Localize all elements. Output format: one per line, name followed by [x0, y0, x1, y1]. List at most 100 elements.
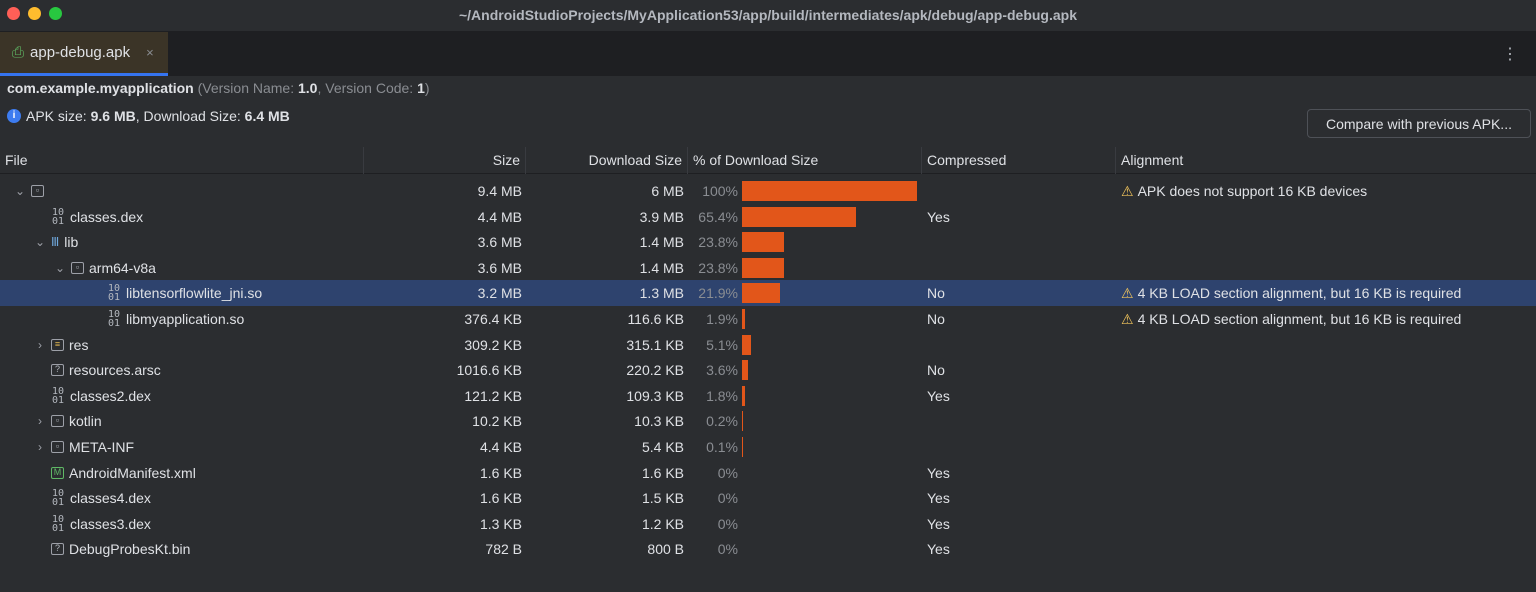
tab-close-icon[interactable]: × — [146, 45, 154, 60]
table-row[interactable]: ⌄ ▫ 9.4 MB 6 MB 100% ⚠ APK does not suppor… — [0, 178, 1536, 204]
size-cell: 3.2 MB — [477, 285, 522, 302]
percent-bar — [742, 257, 784, 278]
apk-size-label: APK size: — [26, 108, 91, 124]
percent-cell: 23.8% — [698, 234, 738, 251]
file-name: arm64-v8a — [89, 259, 156, 276]
file-name: resources.arsc — [69, 362, 161, 379]
percent-bar — [742, 206, 857, 227]
table-row[interactable]: 10 01 classes2.dex 121.2 KB 109.3 KB 1.8% … — [0, 383, 1536, 409]
maximize-window-button[interactable] — [49, 7, 62, 20]
column-size[interactable]: Size — [364, 147, 526, 174]
download-size-cell: 315.1 KB — [626, 336, 684, 353]
compressed-cell: Yes — [927, 490, 950, 507]
percent-bar — [742, 385, 746, 406]
table-row[interactable]: 10 01 classes3.dex 1.3 KB 1.2 KB 0% Yes — [0, 511, 1536, 537]
column-percent[interactable]: % of Download Size — [688, 147, 922, 174]
folder-icon: ▫ — [51, 441, 64, 453]
compressed-cell: Yes — [927, 387, 950, 404]
file-name-cell: ? DebugProbesKt.bin — [34, 536, 190, 562]
table-row[interactable]: M AndroidManifest.xml 1.6 KB 1.6 KB 0% Ye… — [0, 460, 1536, 486]
unknown-file-icon: ? — [51, 543, 64, 556]
tab-app-debug-apk[interactable]: ⎙ app-debug.apk × — [0, 32, 168, 76]
download-size-label: , Download Size: — [135, 108, 245, 124]
compressed-cell: No — [927, 311, 945, 327]
size-cell: 782 B — [485, 541, 522, 558]
file-name: res — [69, 336, 89, 353]
download-size-cell: 1.3 MB — [639, 285, 684, 302]
compressed-cell: No — [927, 285, 945, 302]
percent-cell: 100% — [702, 183, 738, 199]
percent-bar — [742, 232, 784, 253]
percent-cell: 23.8% — [698, 259, 738, 276]
percent-bar — [742, 334, 751, 355]
file-name-cell: 10 01 classes.dex — [34, 204, 143, 230]
file-name: libmyapplication.so — [126, 311, 245, 327]
minimize-window-button[interactable] — [28, 7, 41, 20]
warning-icon: ⚠ — [1121, 311, 1134, 327]
file-name-cell: ⌄ ▫ arm64-v8a — [54, 255, 156, 281]
compressed-cell: Yes — [927, 515, 950, 532]
file-name: classes.dex — [70, 208, 144, 225]
download-size: 6.4 MB — [244, 108, 290, 124]
chevron-down-icon[interactable]: ⌄ — [54, 260, 66, 275]
table-row[interactable]: › ▫ META-INF 4.4 KB 5.4 KB 0.1% — [0, 434, 1536, 460]
more-options-icon[interactable]: ⋮ — [1502, 46, 1518, 63]
size-cell: 1.6 KB — [479, 490, 522, 507]
table-row[interactable]: 10 01 classes4.dex 1.6 KB 1.5 KB 0% Yes — [0, 485, 1536, 511]
compressed-cell: No — [927, 362, 945, 379]
chevron-right-icon[interactable]: › — [38, 337, 42, 352]
folder-icon: ▫ — [71, 261, 84, 274]
tab-bar: ⎙ app-debug.apk × ⋮ — [0, 32, 1536, 76]
column-compressed[interactable]: Compressed — [922, 147, 1116, 174]
manifest-icon: M — [51, 466, 64, 479]
apk-size: 9.6 MB — [90, 108, 136, 124]
download-size-cell: 800 B — [647, 541, 684, 558]
binary-file-icon: 10 01 — [51, 488, 65, 509]
download-size-cell: 1.2 KB — [641, 515, 684, 532]
percent-cell: 3.6% — [706, 362, 738, 379]
table-row[interactable]: 10 01 classes.dex 4.4 MB 3.9 MB 65.4% Yes — [0, 204, 1536, 230]
column-download-size[interactable]: Download Size — [526, 147, 688, 174]
percent-cell: 5.1% — [706, 336, 738, 353]
download-size-cell: 220.2 KB — [626, 362, 684, 379]
table-row[interactable]: 10 01 libmyapplication.so 376.4 KB 116.6 K… — [0, 306, 1536, 332]
compare-apk-button[interactable]: Compare with previous APK... — [1307, 109, 1531, 138]
binary-file-icon: 10 01 — [51, 513, 65, 534]
table-row[interactable]: 10 01 libtensorflowlite_jni.so 3.2 MB 1.3 … — [0, 280, 1536, 307]
file-name-cell: › ▫ kotlin — [34, 408, 102, 434]
percent-bar — [742, 309, 746, 329]
table-row[interactable]: ? DebugProbesKt.bin 782 B 800 B 0% Yes — [0, 536, 1536, 562]
chevron-right-icon[interactable]: › — [38, 414, 42, 429]
table-row[interactable]: › ▫ kotlin 10.2 KB 10.3 KB 0.2% — [0, 408, 1536, 434]
tab-label: app-debug.apk — [30, 44, 131, 61]
size-text: APK size: 9.6 MB, Download Size: 6.4 MB — [26, 108, 290, 124]
download-size-cell: 1.4 MB — [639, 234, 684, 251]
file-name-cell: 10 01 classes2.dex — [34, 383, 151, 409]
chevron-right-icon[interactable]: › — [38, 440, 42, 454]
resource-folder-icon: ≡ — [51, 338, 64, 351]
file-name: classes3.dex — [70, 515, 151, 532]
file-name: classes4.dex — [70, 490, 151, 507]
percent-cell: 0% — [717, 541, 738, 558]
close-window-button[interactable] — [7, 7, 20, 20]
table-row[interactable]: ? resources.arsc 1016.6 KB 220.2 KB 3.6% … — [0, 357, 1536, 383]
column-file[interactable]: File — [0, 147, 364, 174]
chevron-down-icon[interactable]: ⌄ — [34, 235, 46, 250]
compressed-cell: Yes — [927, 208, 950, 225]
window-title: ~/AndroidStudioProjects/MyApplication53/… — [458, 7, 1078, 23]
version-code-label: , Version Code: — [317, 80, 418, 96]
percent-cell: 65.4% — [698, 208, 738, 225]
percent-cell: 1.9% — [706, 311, 738, 327]
table-row[interactable]: ⌄ ▫ arm64-v8a 3.6 MB 1.4 MB 23.8% — [0, 255, 1536, 281]
version-name: 1.0 — [298, 80, 318, 96]
column-alignment[interactable]: Alignment — [1121, 152, 1184, 168]
file-name: libtensorflowlite_jni.so — [126, 285, 263, 302]
size-cell: 10.2 KB — [472, 413, 522, 430]
chevron-down-icon[interactable]: ⌄ — [14, 184, 26, 198]
percent-cell: 21.9% — [698, 285, 738, 302]
size-info: i APK size: 9.6 MB, Download Size: 6.4 M… — [7, 108, 290, 124]
compressed-cell: Yes — [927, 464, 950, 481]
warning-icon: ⚠ — [1121, 285, 1134, 302]
table-row[interactable]: › ≡ res 309.2 KB 315.1 KB 5.1% — [0, 332, 1536, 358]
